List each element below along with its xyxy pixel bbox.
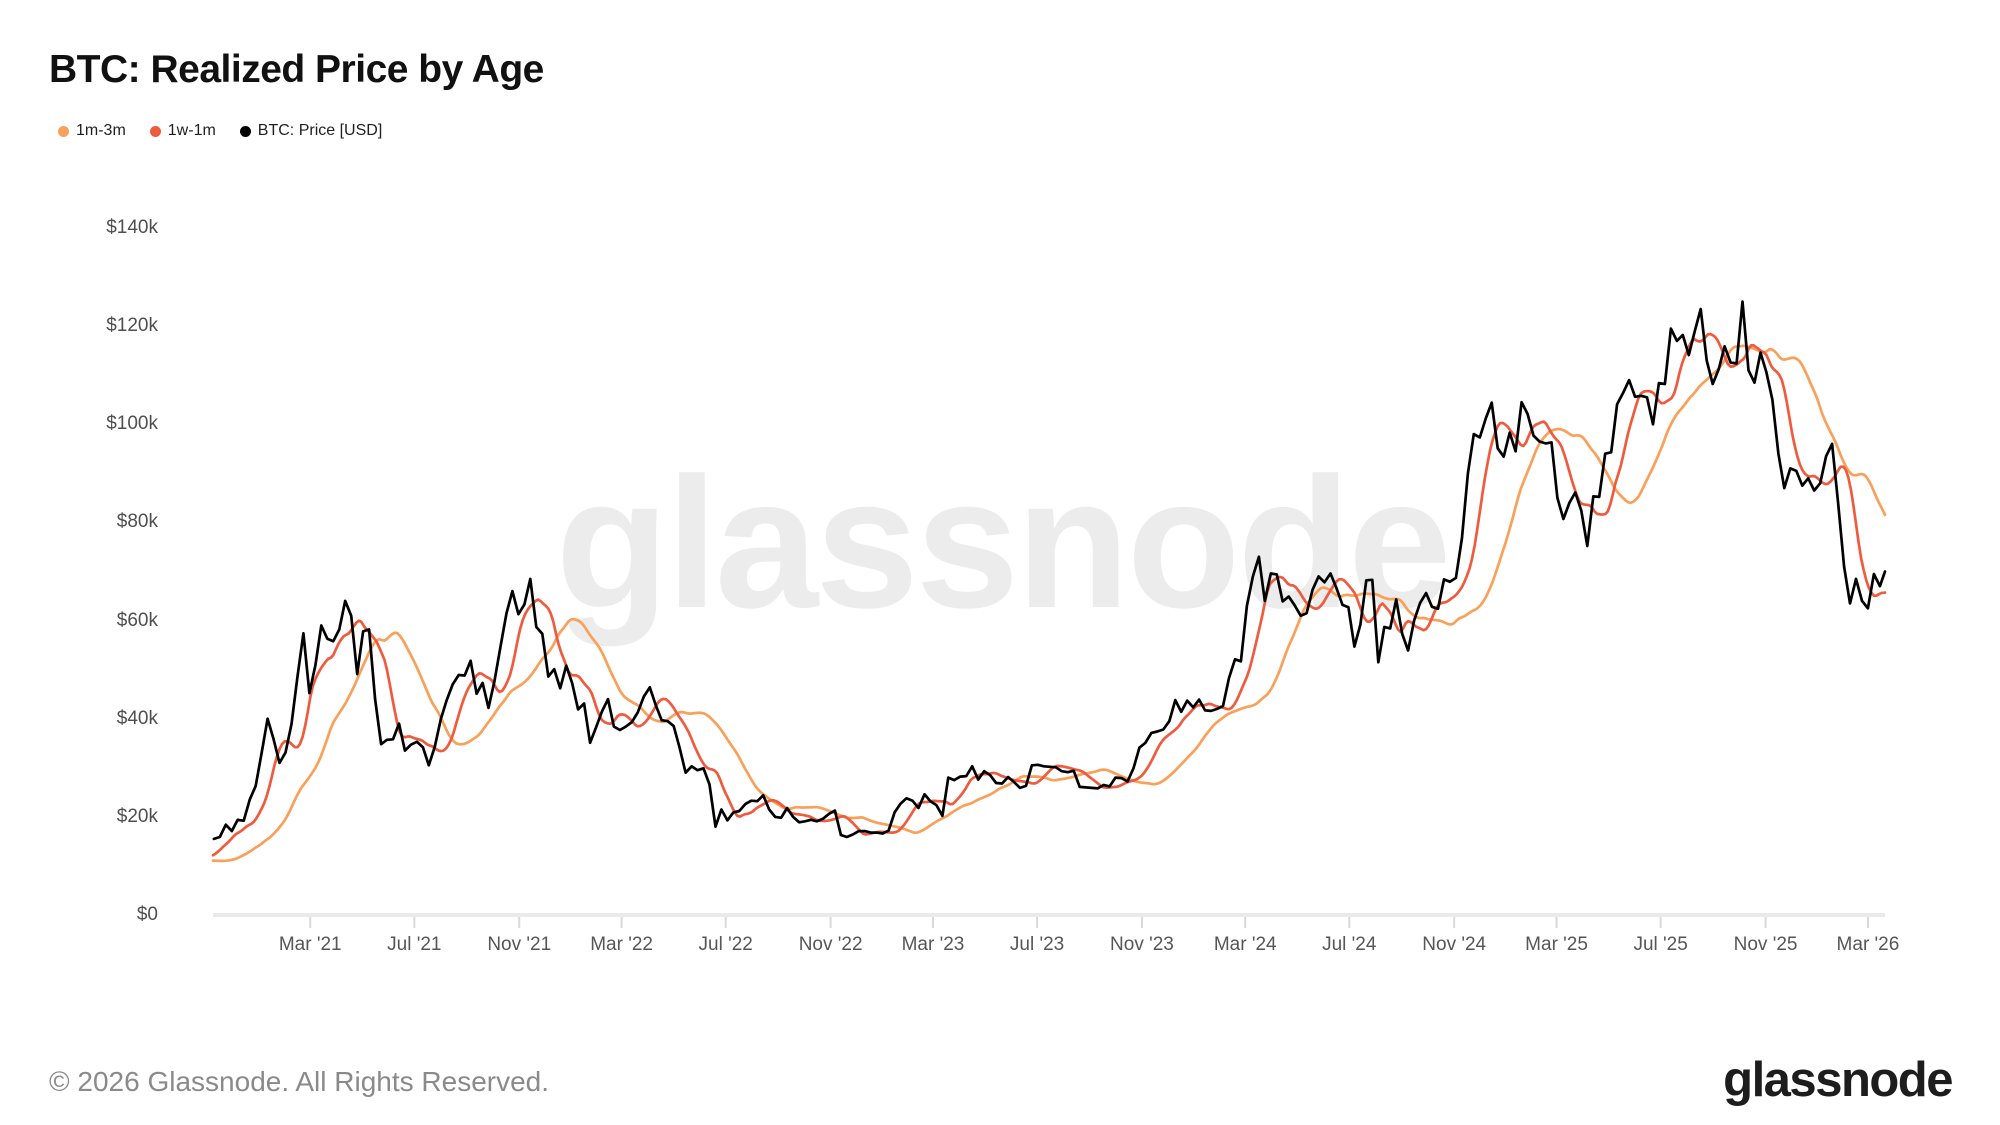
x-axis-tick-label: Mar '22	[590, 934, 653, 955]
legend-dot-icon	[58, 125, 69, 137]
legend-item-label: BTC: Price [USD]	[257, 122, 383, 139]
x-axis-tick-label: Mar '21	[278, 934, 342, 955]
y-axis-tick-label: $20k	[116, 805, 158, 827]
copyright-text: © 2026 Glassnode. All Rights Reserved.	[49, 1066, 550, 1097]
legend-item-btc-price-usd-[interactable]: BTC: Price [USD]	[239, 122, 383, 140]
legend-dot-icon	[149, 125, 161, 137]
legend-dot-icon	[239, 125, 251, 137]
y-axis-tick-label: $60k	[116, 609, 158, 631]
series-line-btc-price-usd-	[212, 300, 1887, 841]
x-axis-tick-label: Jul '25	[1633, 934, 1688, 955]
y-axis-tick-label: $80k	[116, 511, 158, 533]
legend-item-1w-1m[interactable]: 1w-1m	[149, 122, 216, 140]
legend-item-label: 1w-1m	[167, 122, 216, 139]
x-axis-tick-label: Nov '24	[1422, 934, 1487, 955]
x-axis-tick-label: Mar '25	[1525, 934, 1588, 955]
chart-legend: 1m-3m 1w-1m BTC: Price [USD]	[58, 122, 382, 140]
y-axis-tick-label: $100k	[106, 413, 158, 435]
x-axis-tick-label: Mar '24	[1213, 934, 1277, 955]
legend-item-1m-3m[interactable]: 1m-3m	[58, 122, 126, 140]
series-line-1m-3m	[211, 344, 1887, 863]
x-axis-tick-label: Jul '24	[1322, 934, 1377, 955]
x-axis-tick-label: Nov '21	[487, 934, 552, 955]
x-axis-tick-label: Mar '23	[901, 934, 965, 955]
y-axis-tick-label: $140k	[106, 217, 158, 238]
y-axis-tick-label: $0	[136, 904, 158, 925]
x-axis-tick-label: Nov '22	[798, 934, 863, 955]
chart-title: BTC: Realized Price by Age	[49, 48, 544, 91]
x-axis-tick-label: Mar '26	[1836, 934, 1900, 955]
y-axis-tick-label: $40k	[116, 707, 158, 729]
x-axis-tick-label: Nov '25	[1733, 934, 1798, 955]
x-axis-tick-label: Jul '21	[387, 934, 442, 955]
glassnode-logo: glassnode	[1723, 1053, 1953, 1107]
x-axis-tick-label: Jul '23	[1009, 934, 1065, 955]
y-axis-tick-label: $120k	[106, 315, 158, 337]
x-axis-tick-label: Jul '22	[698, 934, 753, 955]
series-line-1w-1m	[211, 332, 1887, 857]
x-axis-tick-label: Nov '23	[1110, 934, 1174, 955]
legend-item-label: 1m-3m	[76, 122, 126, 139]
